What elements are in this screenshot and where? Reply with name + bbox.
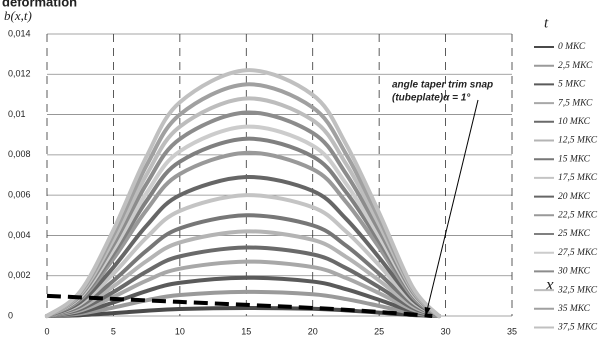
series-line	[45, 68, 441, 318]
y-axis-label: b(x,t)	[4, 8, 32, 23]
chart-title: deformation	[2, 0, 77, 9]
y-tick-label: 0,008	[8, 149, 31, 159]
series-line	[45, 245, 441, 318]
x-tick-label: 35	[507, 326, 517, 336]
y-tick-label: 0	[8, 310, 13, 320]
x-tick-label: 20	[308, 326, 318, 336]
annotation-arrow	[425, 99, 479, 317]
arrow-head	[424, 307, 431, 316]
series-line	[45, 213, 441, 318]
legend-label: 12,5 МКС	[558, 136, 598, 146]
x-tick-label: 15	[241, 326, 251, 336]
legend-label: 10 МКС	[558, 117, 591, 127]
legend-label: 0 МКС	[558, 42, 586, 52]
x-tick-label: 5	[111, 326, 116, 336]
legend-label: 5 МКС	[558, 80, 586, 90]
legend-label: 15 МКС	[558, 154, 591, 164]
series-line	[45, 259, 441, 318]
series-line	[45, 229, 441, 318]
legend-label: 7,5 МКС	[558, 98, 593, 108]
x-tick-label: 30	[441, 326, 451, 336]
annotation-text: (tubeplate)α = 1°	[392, 93, 471, 104]
series-line	[45, 150, 441, 318]
x-axis-label: x	[545, 275, 554, 294]
dashed-line	[46, 293, 433, 318]
legend-title: t	[544, 15, 549, 31]
y-tick-label: 0,014	[8, 28, 31, 38]
legend-label: 17,5 МКС	[558, 173, 598, 183]
series-line	[45, 193, 441, 318]
y-tick-label: 0,002	[8, 270, 31, 280]
legend-label: 37,5 МКС	[557, 323, 598, 333]
legend-label: 20 МКС	[558, 192, 591, 202]
legend-label: 35 МКС	[557, 304, 591, 314]
y-tick-label: 0,006	[8, 190, 31, 200]
series-line	[45, 124, 441, 318]
series-line	[45, 275, 441, 318]
legend-label: 2,5 МКС	[558, 61, 593, 71]
y-tick-label: 0,012	[8, 69, 31, 79]
legend-label: 27,5 МКС	[558, 248, 598, 258]
annotation-text: angle taper trim snap	[392, 80, 493, 91]
x-tick-label: 25	[374, 326, 384, 336]
series-line	[45, 289, 441, 318]
x-tick-label: 0	[44, 326, 49, 336]
series-line	[45, 175, 441, 318]
y-tick-label: 0,01	[8, 109, 26, 119]
y-tick-label: 0,004	[8, 230, 31, 240]
x-tick-label: 10	[175, 326, 185, 336]
legend-label: 30 МКС	[557, 267, 591, 277]
legend-label: 22,5 МКС	[558, 210, 598, 220]
legend-label: 32,5 МКС	[557, 285, 598, 295]
legend-label: 25 МКС	[558, 229, 591, 239]
